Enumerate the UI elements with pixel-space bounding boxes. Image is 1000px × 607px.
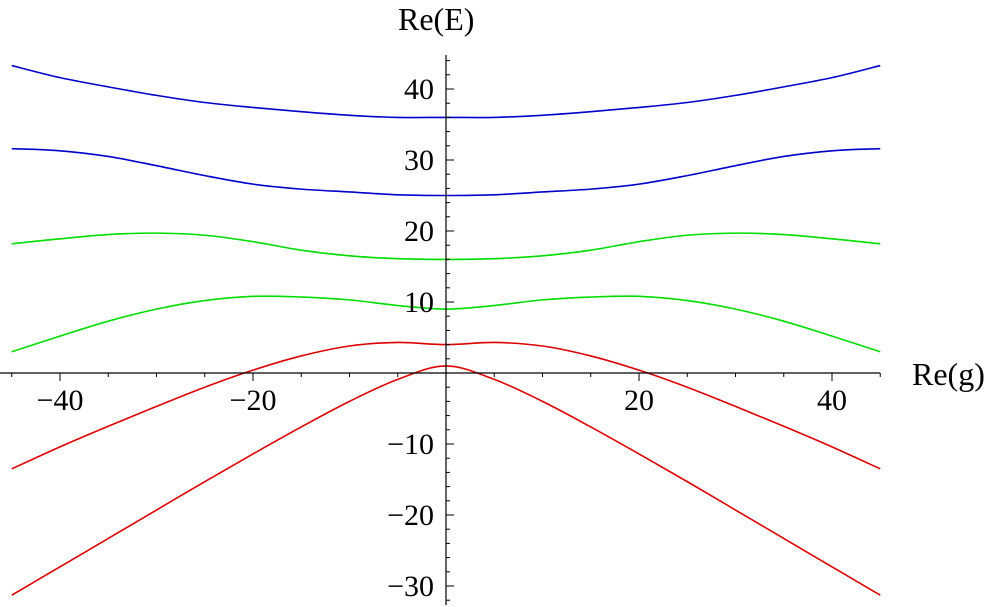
y-tick-label: −30: [387, 570, 434, 603]
x-tick-label: 40: [817, 384, 847, 417]
x-axis-label: Re(g): [912, 356, 985, 392]
y-axis-label: Re(E): [398, 1, 474, 37]
y-tick-label: 20: [404, 215, 434, 248]
axes-layer: [0, 55, 880, 605]
y-tick-label: −10: [387, 428, 434, 461]
y-tick-label: 10: [404, 286, 434, 319]
y-tick-label: 40: [404, 73, 434, 106]
y-tick-label: 30: [404, 144, 434, 177]
y-tick-label: −20: [387, 499, 434, 532]
x-tick-label: −20: [230, 384, 277, 417]
ticks-layer: −40 −20 20 40 −30 −20 −10 10 20 30 40: [11, 60, 881, 603]
x-tick-label: 20: [624, 384, 654, 417]
x-tick-label: −40: [37, 384, 84, 417]
